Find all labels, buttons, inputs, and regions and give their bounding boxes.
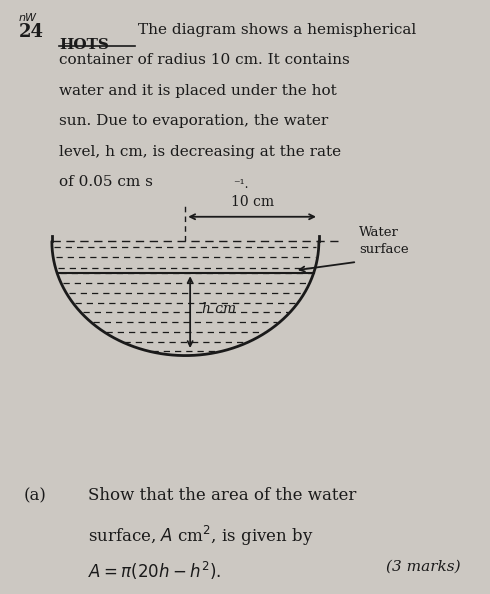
Text: $A = \pi(20h - h^2).$: $A = \pi(20h - h^2).$ [88, 560, 220, 582]
Text: h cm: h cm [202, 302, 236, 316]
Text: (3 marks): (3 marks) [386, 560, 460, 574]
Text: sun. Due to evaporation, the water: sun. Due to evaporation, the water [59, 114, 328, 128]
Text: nW: nW [19, 13, 36, 23]
Text: surface, $A$ cm$^2$, is given by: surface, $A$ cm$^2$, is given by [88, 524, 313, 548]
Text: HOTS: HOTS [59, 38, 109, 52]
Text: The diagram shows a hemispherical: The diagram shows a hemispherical [138, 23, 416, 37]
Text: water and it is placed under the hot: water and it is placed under the hot [59, 84, 337, 98]
Text: level, h cm, is decreasing at the rate: level, h cm, is decreasing at the rate [59, 145, 341, 159]
Text: container of radius 10 cm. It contains: container of radius 10 cm. It contains [59, 53, 350, 67]
Text: 10 cm: 10 cm [231, 195, 274, 209]
Text: of 0.05 cm s: of 0.05 cm s [59, 175, 153, 189]
Text: Show that the area of the water: Show that the area of the water [88, 487, 356, 504]
Text: Water
surface: Water surface [359, 226, 409, 257]
Text: (a): (a) [23, 487, 46, 504]
Text: ⁻¹.: ⁻¹. [233, 178, 248, 191]
Text: 24: 24 [19, 23, 44, 41]
